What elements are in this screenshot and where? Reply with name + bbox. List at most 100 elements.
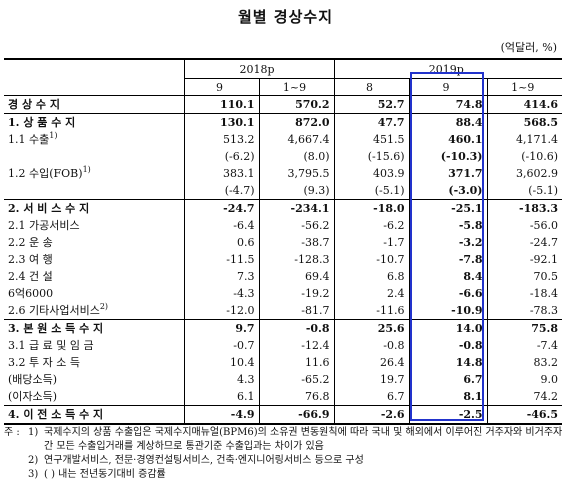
row-label-text: 2.2 운 송: [8, 236, 53, 249]
row-label: 2.2 운 송: [4, 234, 184, 251]
table-cell: 8.4: [408, 268, 488, 285]
table-cell: -3.2: [408, 234, 488, 251]
table-row: (이자소득) 6.1 76.8 6.7 8.1 74.2: [4, 388, 563, 406]
row-label-text: 4. 이 전 소 득 수 지: [8, 408, 104, 421]
table-cell: -7.8: [408, 251, 488, 268]
footnote-text: 국제수지의 상품 수출입은 국제수지매뉴얼(BPM6)의 소유권 변동원칙에 따…: [44, 427, 563, 452]
table-cell: 26.4: [333, 354, 410, 371]
row-label-text: 3.1 급 료 및 임 금: [8, 339, 94, 352]
table-cell: -56.0: [486, 217, 563, 234]
table-cell: (8.0): [258, 148, 335, 165]
table-cell: 568.5: [486, 113, 563, 131]
table-cell: 6.8: [333, 268, 410, 285]
table-cell: 4,171.4: [486, 131, 563, 148]
table-cell: 414.6: [486, 95, 563, 114]
footnotes: 주 : 1) 국제수지의 상품 수출입은 국제수지매뉴얼(BPM6)의 소유권 …: [4, 426, 564, 482]
table-cell: 74.8: [408, 95, 488, 114]
row-label-text: 6억6000: [8, 287, 54, 300]
table-cell: -24.7: [183, 199, 259, 217]
table-cell: -24.7: [486, 234, 563, 251]
row-label: 1. 상 품 수 지: [4, 113, 184, 131]
table-cell: -12.0: [183, 302, 259, 320]
row-label-text: 경 상 수 지: [8, 98, 60, 111]
table-cell: 47.7: [333, 113, 410, 131]
table-cell: 70.5: [486, 268, 563, 285]
table-cell: -18.0: [333, 199, 410, 217]
col-header: 1~9: [258, 78, 335, 96]
table-cell: 513.2: [183, 131, 259, 148]
table-cell: 110.1: [183, 95, 259, 114]
table-cell: 4.3: [183, 371, 259, 388]
table-cell: 4,667.4: [258, 131, 335, 148]
table-cell: -78.3: [486, 302, 563, 320]
row-label-text: 3. 본 원 소 득 수 지: [8, 322, 104, 335]
footnote-number: 3): [28, 469, 39, 480]
table-cell: 14.8: [408, 354, 488, 371]
table-cell: -234.1: [258, 199, 335, 217]
row-label-text: 2. 서 비 스 수 지: [8, 202, 90, 215]
table-cell: 383.1: [183, 165, 259, 182]
header-2018: 2018p: [183, 58, 335, 79]
table-row: 3.1 급 료 및 임 금 -0.7 -12.4 -0.8 -0.8 -7.4: [4, 337, 563, 354]
table-row: 1. 상 품 수 지 130.1 872.0 47.7 88.4 568.5: [4, 113, 563, 131]
table-cell: -128.3: [258, 251, 335, 268]
table-cell: (9.3): [258, 182, 335, 200]
table-row: (-6.2) (8.0) (-15.6) (-10.3) (-10.6): [4, 148, 563, 165]
footnote-1: 주 : 1) 국제수지의 상품 수출입은 국제수지매뉴얼(BPM6)의 소유권 …: [4, 426, 564, 454]
table-cell: 2.4: [333, 285, 410, 302]
row-label-text: 2.1 가공서비스: [8, 219, 80, 232]
row-label: 1.1 수출1): [4, 131, 184, 148]
table-cell: -4.9: [183, 405, 259, 425]
header-corner: [4, 58, 184, 96]
table-cell: 6.1: [183, 388, 259, 406]
table-cell: 6.7: [408, 371, 488, 388]
table-cell: (-3.0): [408, 182, 488, 200]
table-cell: -56.2: [258, 217, 335, 234]
footnote-ref: 1): [82, 165, 91, 174]
table-row: 1.2 수입(FOB)1) 383.1 3,795.5 403.9 371.7 3,602…: [4, 165, 563, 182]
table-cell: -11.6: [333, 302, 410, 320]
table-cell: -0.7: [183, 337, 259, 354]
table-cell: -5.8: [408, 217, 488, 234]
footnote-2: 2) 연구개발서비스, 전문·경영컨설팅서비스, 건축·엔지니어링서비스 등으로…: [4, 454, 564, 468]
table-cell: -0.8: [333, 337, 410, 354]
table-cell: -66.9: [258, 405, 335, 425]
table-cell: 11.6: [258, 354, 335, 371]
row-label-text: (이자소득): [8, 390, 58, 403]
row-label: 3.1 급 료 및 임 금: [4, 337, 184, 354]
row-label-text: 1.2 수입(FOB): [8, 167, 83, 180]
table-cell: 88.4: [408, 113, 488, 131]
row-label: (배당소득): [4, 371, 184, 388]
table-cell: -4.3: [183, 285, 259, 302]
col-header: 8: [333, 78, 410, 96]
row-label-text: 2.6 기타사업서비스: [8, 304, 100, 317]
table-cell: 3,795.5: [258, 165, 335, 182]
footnote-ref: 1): [49, 131, 58, 140]
row-label-text: 2.4 건 설: [8, 270, 53, 283]
table-cell: (-5.1): [333, 182, 410, 200]
col-header: 9: [408, 78, 488, 96]
table-cell: 570.2: [258, 95, 335, 114]
row-label-text: 2.3 여 행: [8, 253, 53, 266]
current-account-table: 2018p 2019p 9 1~9 8 9 1~9 경 상 수 지 110.1 57…: [4, 58, 563, 425]
table-cell: -10.9: [408, 302, 488, 320]
table-cell: 25.6: [333, 319, 410, 337]
table-cell: 6.7: [333, 388, 410, 406]
row-label: 경 상 수 지: [4, 95, 184, 114]
table-cell: -11.5: [183, 251, 259, 268]
table-row: 2.6 기타사업서비스2) -12.0 -81.7 -11.6 -10.9 -78.3: [4, 302, 563, 320]
unit-label: (억달러, %): [500, 41, 557, 54]
footnote-number: 2): [28, 455, 39, 466]
table-row: (-4.7) (9.3) (-5.1) (-3.0) (-5.1): [4, 182, 563, 200]
table-cell: 83.2: [486, 354, 563, 371]
table-title: 월별 경상수지: [237, 8, 334, 26]
table-row: 2. 서 비 스 수 지 -24.7 -234.1 -18.0 -25.1 -183.3: [4, 199, 563, 217]
table-cell: -6.2: [333, 217, 410, 234]
table-cell: -19.2: [258, 285, 335, 302]
row-label: 2.4 건 설: [4, 268, 184, 285]
table-cell: 52.7: [333, 95, 410, 114]
table-row: 2.1 가공서비스 -6.4 -56.2 -6.2 -5.8 -56.0: [4, 217, 563, 234]
table-cell: -1.7: [333, 234, 410, 251]
row-label: [4, 148, 184, 165]
table-cell: (-10.3): [408, 148, 488, 165]
